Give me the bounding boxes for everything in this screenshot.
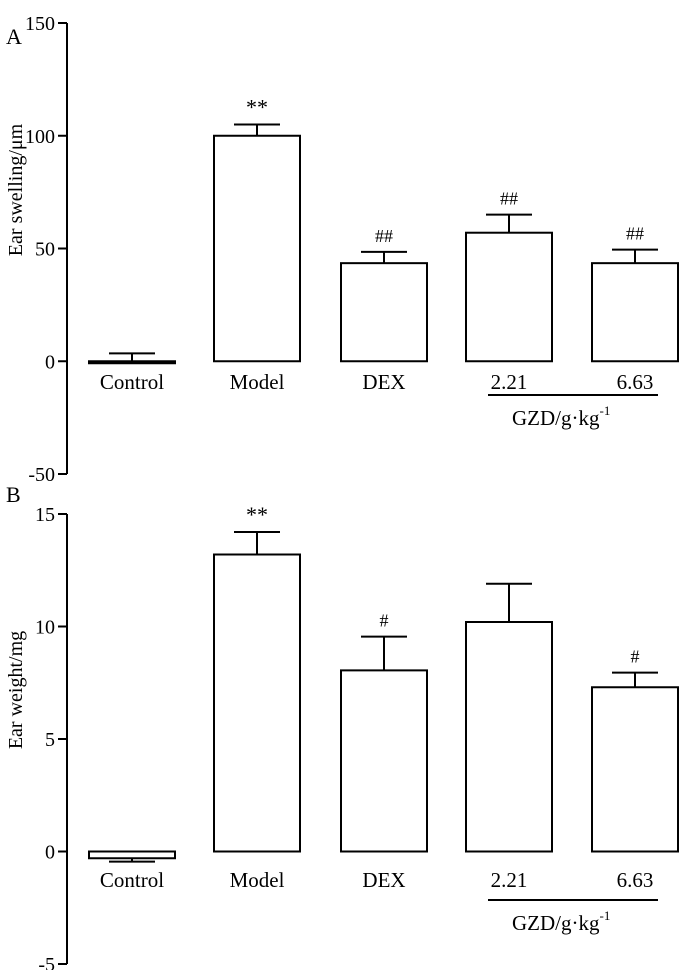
panel-b-y-axis-title: Ear weight/mg <box>5 631 27 749</box>
panel-a-bar <box>340 262 428 363</box>
panel-b-y-tick-label: -5 <box>38 954 55 970</box>
panel-a-bar <box>88 360 176 365</box>
panel-b-significance-mark: # <box>380 611 389 631</box>
panel-b-y-tick-label: 5 <box>45 729 55 751</box>
panel-a-bar <box>213 134 301 363</box>
panel-a-bar <box>591 262 679 363</box>
panel-a-significance-mark: ## <box>375 226 393 246</box>
panel-b-significance-mark: ** <box>246 502 268 527</box>
panel-b-y-tick-label: 15 <box>35 504 55 526</box>
panel-a-group-label: GZD/g·kg-1 <box>512 403 610 430</box>
panel-a-y-tick-label: -50 <box>28 464 55 486</box>
panel-b-bar <box>213 553 301 853</box>
panel-b-bar <box>340 669 428 853</box>
panel-b-bar <box>88 850 176 860</box>
panel-a-significance-mark: ## <box>626 224 644 244</box>
panel-b-category-label: 6.63 <box>617 868 654 892</box>
panel-b-y-tick-label: 10 <box>35 617 55 639</box>
panel-a-category-label: DEX <box>362 370 405 394</box>
panel-b-category-label: Control <box>100 868 164 892</box>
panel-b-significance-mark: # <box>631 647 640 667</box>
panel-a-y-tick-label: 50 <box>35 239 55 261</box>
panel-a-significance-mark: ** <box>246 94 268 119</box>
panel-a-y-axis-title: Ear swelling/μm <box>5 123 27 256</box>
panel-a-y-tick-label: 150 <box>25 13 55 35</box>
panel-a-category-label: 6.63 <box>617 370 654 394</box>
panel-a-y-tick-label: 100 <box>25 126 55 148</box>
panel-b-group-label: GZD/g·kg-1 <box>512 908 610 935</box>
panel-a-bar <box>465 231 553 363</box>
panel-b-category-label: 2.21 <box>491 868 528 892</box>
panel-a-category-label: Model <box>230 370 285 394</box>
panel-b-bar <box>465 621 553 853</box>
panel-b-label: B <box>6 482 21 507</box>
panel-a-label: A <box>6 24 22 49</box>
panel-a-y-tick-label: 0 <box>45 351 55 373</box>
panel-b-bar <box>591 686 679 853</box>
panel-b-category-label: Model <box>230 868 285 892</box>
panel-b-y-tick-label: 0 <box>45 842 55 864</box>
panel-a-category-label: 2.21 <box>491 370 528 394</box>
panel-a-significance-mark: ## <box>500 189 518 209</box>
panel-a-category-label: Control <box>100 370 164 394</box>
panel-b-category-label: DEX <box>362 868 405 892</box>
